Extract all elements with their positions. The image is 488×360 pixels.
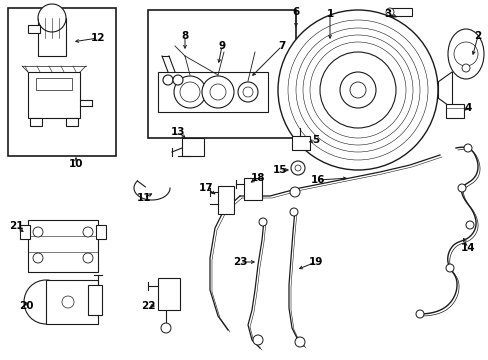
Text: 20: 20 [19, 301, 33, 311]
Circle shape [309, 42, 405, 138]
Circle shape [294, 337, 305, 347]
Circle shape [463, 144, 471, 152]
Circle shape [349, 82, 365, 98]
Bar [96, 225, 106, 239]
Circle shape [453, 42, 477, 66]
Circle shape [238, 82, 258, 102]
Text: 15: 15 [272, 165, 286, 175]
Circle shape [289, 208, 297, 216]
Circle shape [38, 4, 66, 32]
Text: 1: 1 [325, 9, 333, 19]
Text: 17: 17 [198, 183, 213, 193]
Circle shape [243, 87, 252, 97]
Bar [36, 78, 72, 90]
Circle shape [289, 187, 299, 197]
Circle shape [83, 253, 93, 263]
Bar [158, 278, 180, 310]
Circle shape [209, 84, 225, 100]
Circle shape [83, 227, 93, 237]
Bar [445, 104, 463, 118]
Circle shape [415, 310, 423, 318]
Bar [30, 118, 42, 126]
Text: 22: 22 [141, 301, 155, 311]
Text: 8: 8 [181, 31, 188, 41]
Bar [218, 186, 234, 214]
Text: 11: 11 [137, 193, 151, 203]
Circle shape [33, 227, 43, 237]
Text: 14: 14 [460, 243, 474, 253]
Text: 7: 7 [278, 41, 285, 51]
Text: 19: 19 [308, 257, 323, 267]
Bar [291, 136, 309, 150]
Bar [28, 220, 98, 272]
Bar [66, 118, 78, 126]
Circle shape [252, 335, 263, 345]
Text: 23: 23 [232, 257, 247, 267]
Bar [88, 285, 102, 315]
Circle shape [62, 296, 74, 308]
Circle shape [174, 76, 205, 108]
Bar [148, 10, 295, 138]
Circle shape [319, 52, 395, 128]
Circle shape [180, 82, 200, 102]
Circle shape [278, 10, 437, 170]
Text: 2: 2 [473, 31, 481, 41]
Bar [28, 72, 80, 118]
Text: 16: 16 [310, 175, 325, 185]
Circle shape [461, 64, 469, 72]
Bar [182, 138, 203, 156]
Circle shape [339, 72, 375, 108]
Bar [158, 72, 267, 112]
Circle shape [173, 75, 183, 85]
Circle shape [259, 218, 266, 226]
Circle shape [385, 8, 393, 16]
Bar [244, 178, 262, 200]
Text: 10: 10 [69, 159, 83, 169]
Circle shape [24, 280, 68, 324]
Circle shape [163, 75, 173, 85]
Bar [46, 280, 98, 324]
Circle shape [202, 76, 234, 108]
Text: 21: 21 [9, 221, 23, 231]
Circle shape [295, 28, 419, 152]
Circle shape [303, 35, 412, 145]
Circle shape [457, 184, 465, 192]
Bar [8, 8, 116, 156]
Text: 4: 4 [464, 103, 471, 113]
Circle shape [33, 253, 43, 263]
Text: 12: 12 [91, 33, 105, 43]
Text: 6: 6 [292, 7, 299, 17]
Text: 5: 5 [312, 135, 319, 145]
Text: 3: 3 [384, 9, 391, 19]
Text: 13: 13 [170, 127, 185, 137]
Circle shape [465, 221, 473, 229]
Text: 9: 9 [218, 41, 225, 51]
Ellipse shape [447, 29, 483, 79]
Circle shape [445, 264, 453, 272]
Circle shape [294, 165, 301, 171]
Bar [20, 225, 30, 239]
Bar [389, 8, 411, 16]
Bar [28, 25, 40, 33]
Circle shape [161, 323, 171, 333]
Circle shape [290, 161, 305, 175]
Circle shape [287, 20, 427, 160]
Text: 18: 18 [250, 173, 264, 183]
Bar [38, 18, 66, 56]
